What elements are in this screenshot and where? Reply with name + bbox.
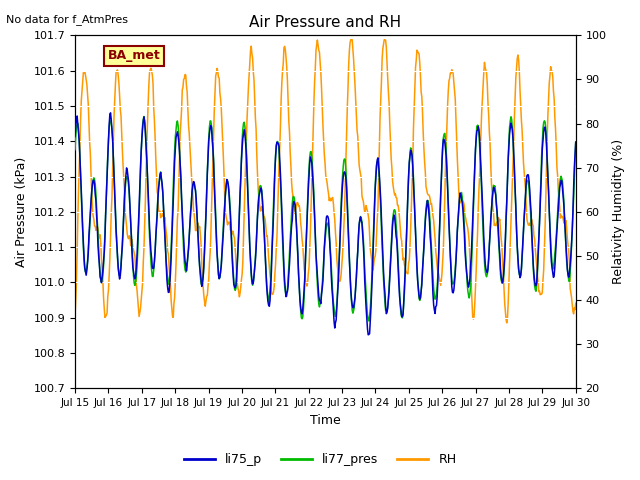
Title: Air Pressure and RH: Air Pressure and RH xyxy=(250,15,401,30)
Legend: li75_p, li77_pres, RH: li75_p, li77_pres, RH xyxy=(179,448,461,471)
Y-axis label: Air Pressure (kPa): Air Pressure (kPa) xyxy=(15,156,28,267)
Y-axis label: Relativity Humidity (%): Relativity Humidity (%) xyxy=(612,139,625,284)
Text: No data for f_AtmPres: No data for f_AtmPres xyxy=(6,14,129,25)
Text: BA_met: BA_met xyxy=(108,49,161,62)
X-axis label: Time: Time xyxy=(310,414,340,427)
